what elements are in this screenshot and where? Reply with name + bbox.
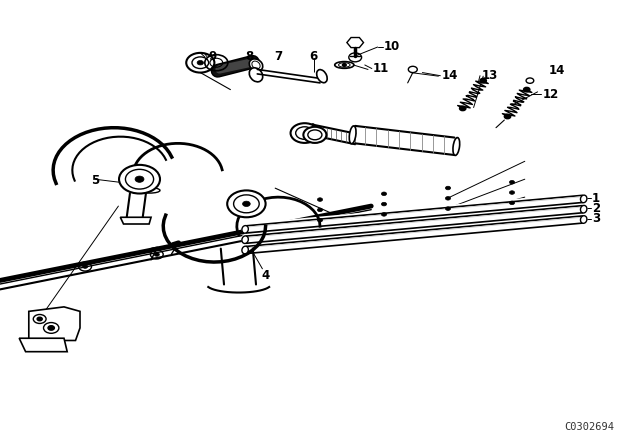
Circle shape bbox=[317, 208, 323, 211]
Ellipse shape bbox=[249, 59, 263, 71]
Text: C0302694: C0302694 bbox=[564, 422, 614, 432]
Text: 11: 11 bbox=[373, 62, 389, 75]
Circle shape bbox=[445, 207, 451, 211]
Ellipse shape bbox=[317, 69, 327, 83]
Circle shape bbox=[83, 265, 88, 268]
Polygon shape bbox=[120, 217, 151, 224]
Polygon shape bbox=[29, 307, 80, 340]
Circle shape bbox=[408, 66, 417, 73]
Circle shape bbox=[445, 197, 451, 200]
Circle shape bbox=[317, 218, 323, 222]
Ellipse shape bbox=[249, 68, 263, 82]
Circle shape bbox=[445, 186, 451, 190]
Circle shape bbox=[381, 192, 387, 196]
Circle shape bbox=[119, 165, 160, 194]
Text: 1: 1 bbox=[592, 191, 600, 205]
Ellipse shape bbox=[580, 216, 587, 223]
Circle shape bbox=[460, 106, 466, 111]
Ellipse shape bbox=[335, 62, 354, 69]
Circle shape bbox=[243, 201, 250, 207]
Circle shape bbox=[504, 114, 511, 119]
Circle shape bbox=[227, 190, 266, 217]
Text: 4: 4 bbox=[261, 269, 269, 283]
Ellipse shape bbox=[140, 188, 160, 193]
Text: 13: 13 bbox=[481, 69, 497, 82]
Ellipse shape bbox=[242, 226, 248, 233]
Circle shape bbox=[291, 123, 319, 143]
Text: 10: 10 bbox=[384, 40, 400, 53]
Ellipse shape bbox=[453, 138, 460, 155]
Text: 9: 9 bbox=[208, 50, 216, 63]
Circle shape bbox=[509, 191, 515, 194]
Polygon shape bbox=[347, 38, 364, 47]
Circle shape bbox=[381, 213, 387, 216]
Circle shape bbox=[381, 202, 387, 206]
Text: 2: 2 bbox=[592, 202, 600, 215]
Circle shape bbox=[509, 181, 515, 184]
Circle shape bbox=[526, 78, 534, 83]
Text: 3: 3 bbox=[592, 212, 600, 225]
Circle shape bbox=[480, 78, 486, 83]
Text: 7: 7 bbox=[274, 50, 282, 63]
Polygon shape bbox=[19, 338, 67, 352]
Circle shape bbox=[317, 198, 323, 201]
Text: 14: 14 bbox=[549, 64, 566, 77]
Circle shape bbox=[303, 127, 326, 143]
Circle shape bbox=[197, 60, 204, 65]
Text: 5: 5 bbox=[92, 174, 100, 188]
Ellipse shape bbox=[242, 236, 248, 243]
Text: 8: 8 bbox=[245, 50, 253, 63]
Circle shape bbox=[509, 201, 515, 205]
Circle shape bbox=[524, 87, 530, 92]
Ellipse shape bbox=[580, 206, 587, 213]
Text: 14: 14 bbox=[442, 69, 458, 82]
Circle shape bbox=[154, 253, 159, 256]
Text: 12: 12 bbox=[543, 87, 559, 101]
Circle shape bbox=[37, 317, 42, 321]
Ellipse shape bbox=[349, 126, 356, 144]
Ellipse shape bbox=[242, 246, 248, 254]
Circle shape bbox=[342, 64, 346, 66]
Circle shape bbox=[135, 176, 144, 182]
Ellipse shape bbox=[580, 195, 587, 202]
Text: 6: 6 bbox=[309, 50, 317, 63]
Circle shape bbox=[48, 326, 54, 330]
